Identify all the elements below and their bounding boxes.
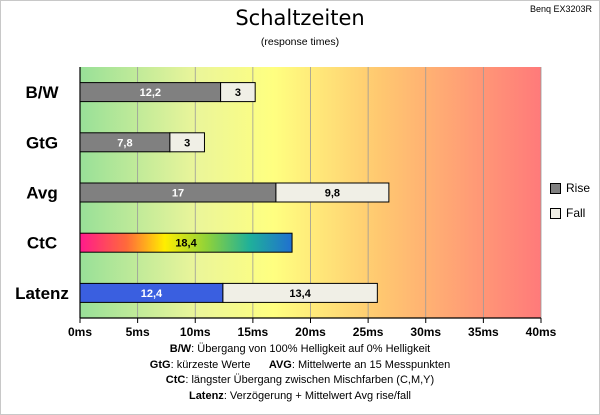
category-label: CtC (27, 234, 57, 253)
note-term: AVG (268, 358, 292, 371)
note-text: : Übergang von 100% Helligkeit auf 0% He… (191, 343, 431, 355)
note-term: B/W (169, 343, 192, 355)
data-label: 9,8 (325, 188, 340, 200)
note-term: GtG (149, 358, 171, 371)
x-tick-label: 10ms (180, 325, 211, 339)
legend-swatch-rise (550, 183, 561, 194)
bar-fall (169, 132, 205, 153)
note-text: : kürzeste Werte (170, 358, 251, 371)
legend-label-rise: Rise (566, 181, 591, 195)
legend-label-fall: Fall (566, 206, 586, 220)
x-tick-label: 20ms (295, 325, 326, 339)
data-label: 7,8 (117, 137, 132, 149)
chart-subtitle: (response times) (260, 36, 340, 48)
x-tick-label: 15ms (238, 325, 269, 339)
chart-title: Schaltzeiten (235, 6, 365, 30)
data-label: 12,2 (140, 87, 161, 99)
x-tick-label: 35ms (468, 325, 499, 339)
monitor-label: Benq EX3203R (529, 4, 592, 14)
note-bw: B/W: Übergang von 100% Helligkeit auf 0%… (0, 342, 600, 358)
note-text: : Mittelwerte an 15 Messpunkten (291, 358, 451, 371)
legend-swatch-fall (550, 208, 561, 219)
data-label: 12,4 (141, 288, 163, 300)
data-label: 3 (184, 137, 190, 149)
bar-fall (222, 282, 378, 303)
data-label: 18,4 (175, 238, 197, 250)
bar-fall (275, 182, 390, 203)
x-tick-label: 0ms (68, 325, 92, 339)
note-ctc: CtC: längster Übergang zwischen Mischfar… (0, 373, 600, 389)
bar-fall (220, 82, 256, 103)
x-tick-label: 5ms (126, 325, 150, 339)
bar-rise (79, 232, 293, 253)
data-label: 13,4 (289, 288, 311, 300)
note-term: Latenz (188, 389, 224, 402)
note-text: : Verzögerung + Mittelwert Avg rise/fall (223, 389, 412, 402)
x-tick-label: 40ms (526, 325, 557, 339)
note-term: CtC (165, 374, 186, 386)
x-tick-label: 25ms (353, 325, 384, 339)
note-gtg-avg: GtG: kürzeste Werte AVG: Mittelwerte an … (0, 358, 600, 374)
category-label: GtG (26, 133, 58, 152)
category-label: Latenz (15, 284, 69, 303)
data-label: 17 (172, 188, 184, 200)
category-label: B/W (25, 83, 59, 102)
footnotes: B/W: Übergang von 100% Helligkeit auf 0%… (0, 342, 600, 404)
data-label: 3 (235, 87, 241, 99)
category-label: Avg (26, 184, 58, 203)
x-tick-label: 30ms (410, 325, 441, 339)
note-latenz: Latenz: Verzögerung + Mittelwert Avg ris… (0, 389, 600, 405)
note-text: : längster Übergang zwischen Mischfarben… (185, 374, 435, 386)
